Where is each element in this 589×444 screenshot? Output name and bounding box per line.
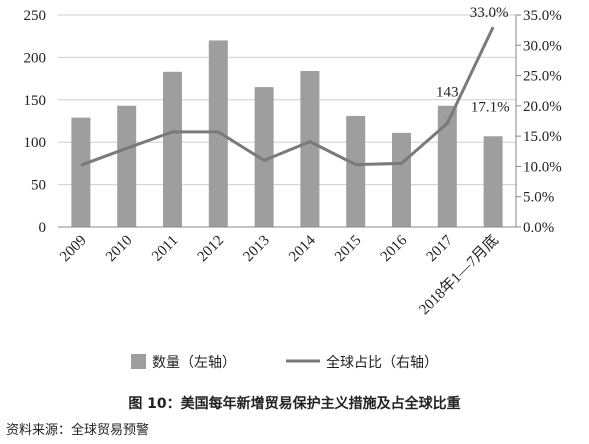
x-tick-label: 2009 [57,233,90,266]
right-tick-label: 30.0% [523,38,562,54]
x-tick-label: 2011 [149,233,181,265]
bar [392,132,411,227]
bar [483,136,503,227]
x-tick-label: 2016 [378,232,411,265]
line-series [80,26,495,167]
bar [208,40,228,227]
left-tick-label: 250 [24,8,47,24]
bar [346,115,366,227]
left-tick-label: 100 [24,135,47,151]
right-tick-label: 25.0% [523,69,562,85]
data-labels: 143 17.1% 33.0% [436,5,510,115]
x-tick-label: 2018年1—7月底 [416,232,502,318]
left-tick-label: 200 [24,50,47,66]
legend-bar-swatch [131,354,146,369]
right-axis: 0.0% 5.0% 10.0% 15.0% 20.0% 25.0% 30.0% 35.0% [515,8,562,236]
x-tick-label: 2014 [286,232,319,265]
data-label: 33.0% [470,5,509,21]
x-tick-label: 2010 [103,233,136,266]
right-tick-label: 10.0% [523,159,562,175]
x-axis: 2009 2010 2011 2012 2013 2014 2015 2016 20172018… [57,226,516,318]
x-tick-label: 2013 [240,233,273,266]
legend-line-label: 全球占比（右轴） [326,354,438,371]
left-tick-label: 0 [39,220,47,236]
legend: 数量（左轴） 全球占比（右轴） [131,354,438,371]
right-tick-label: 0.0% [523,220,554,236]
bar [437,105,457,227]
left-tick-label: 150 [24,93,47,109]
chart-title: 图 10：美国每年新增贸易保护主义措施及占全球比重 [128,396,461,412]
right-tick-label: 20.0% [523,99,562,115]
bar [300,70,320,227]
bar [71,117,91,227]
share-line [80,26,495,167]
x-tick-label: 2015 [332,233,365,266]
right-tick-label: 35.0% [523,8,562,24]
chart-svg: 0 50 100 150 200 250 0.0% 5.0% 10.0% 15.0% 20.0% 2… [24,5,562,371]
left-axis: 0 50 100 150 200 250 [24,8,47,236]
data-label: 17.1% [471,99,510,115]
bar [117,105,137,227]
bar-series [71,40,503,227]
source-note: 资料来源：全球贸易预警 [6,423,150,438]
data-label: 143 [436,85,459,101]
x-tick-label: 2012 [195,233,228,266]
right-tick-label: 5.0% [523,190,554,206]
right-tick-label: 15.0% [523,129,562,145]
bar [254,87,274,227]
legend-bar-label: 数量（左轴） [152,355,236,371]
x-tick-label: 2017 [424,232,457,265]
left-tick-label: 50 [31,178,46,194]
bar [163,71,182,227]
